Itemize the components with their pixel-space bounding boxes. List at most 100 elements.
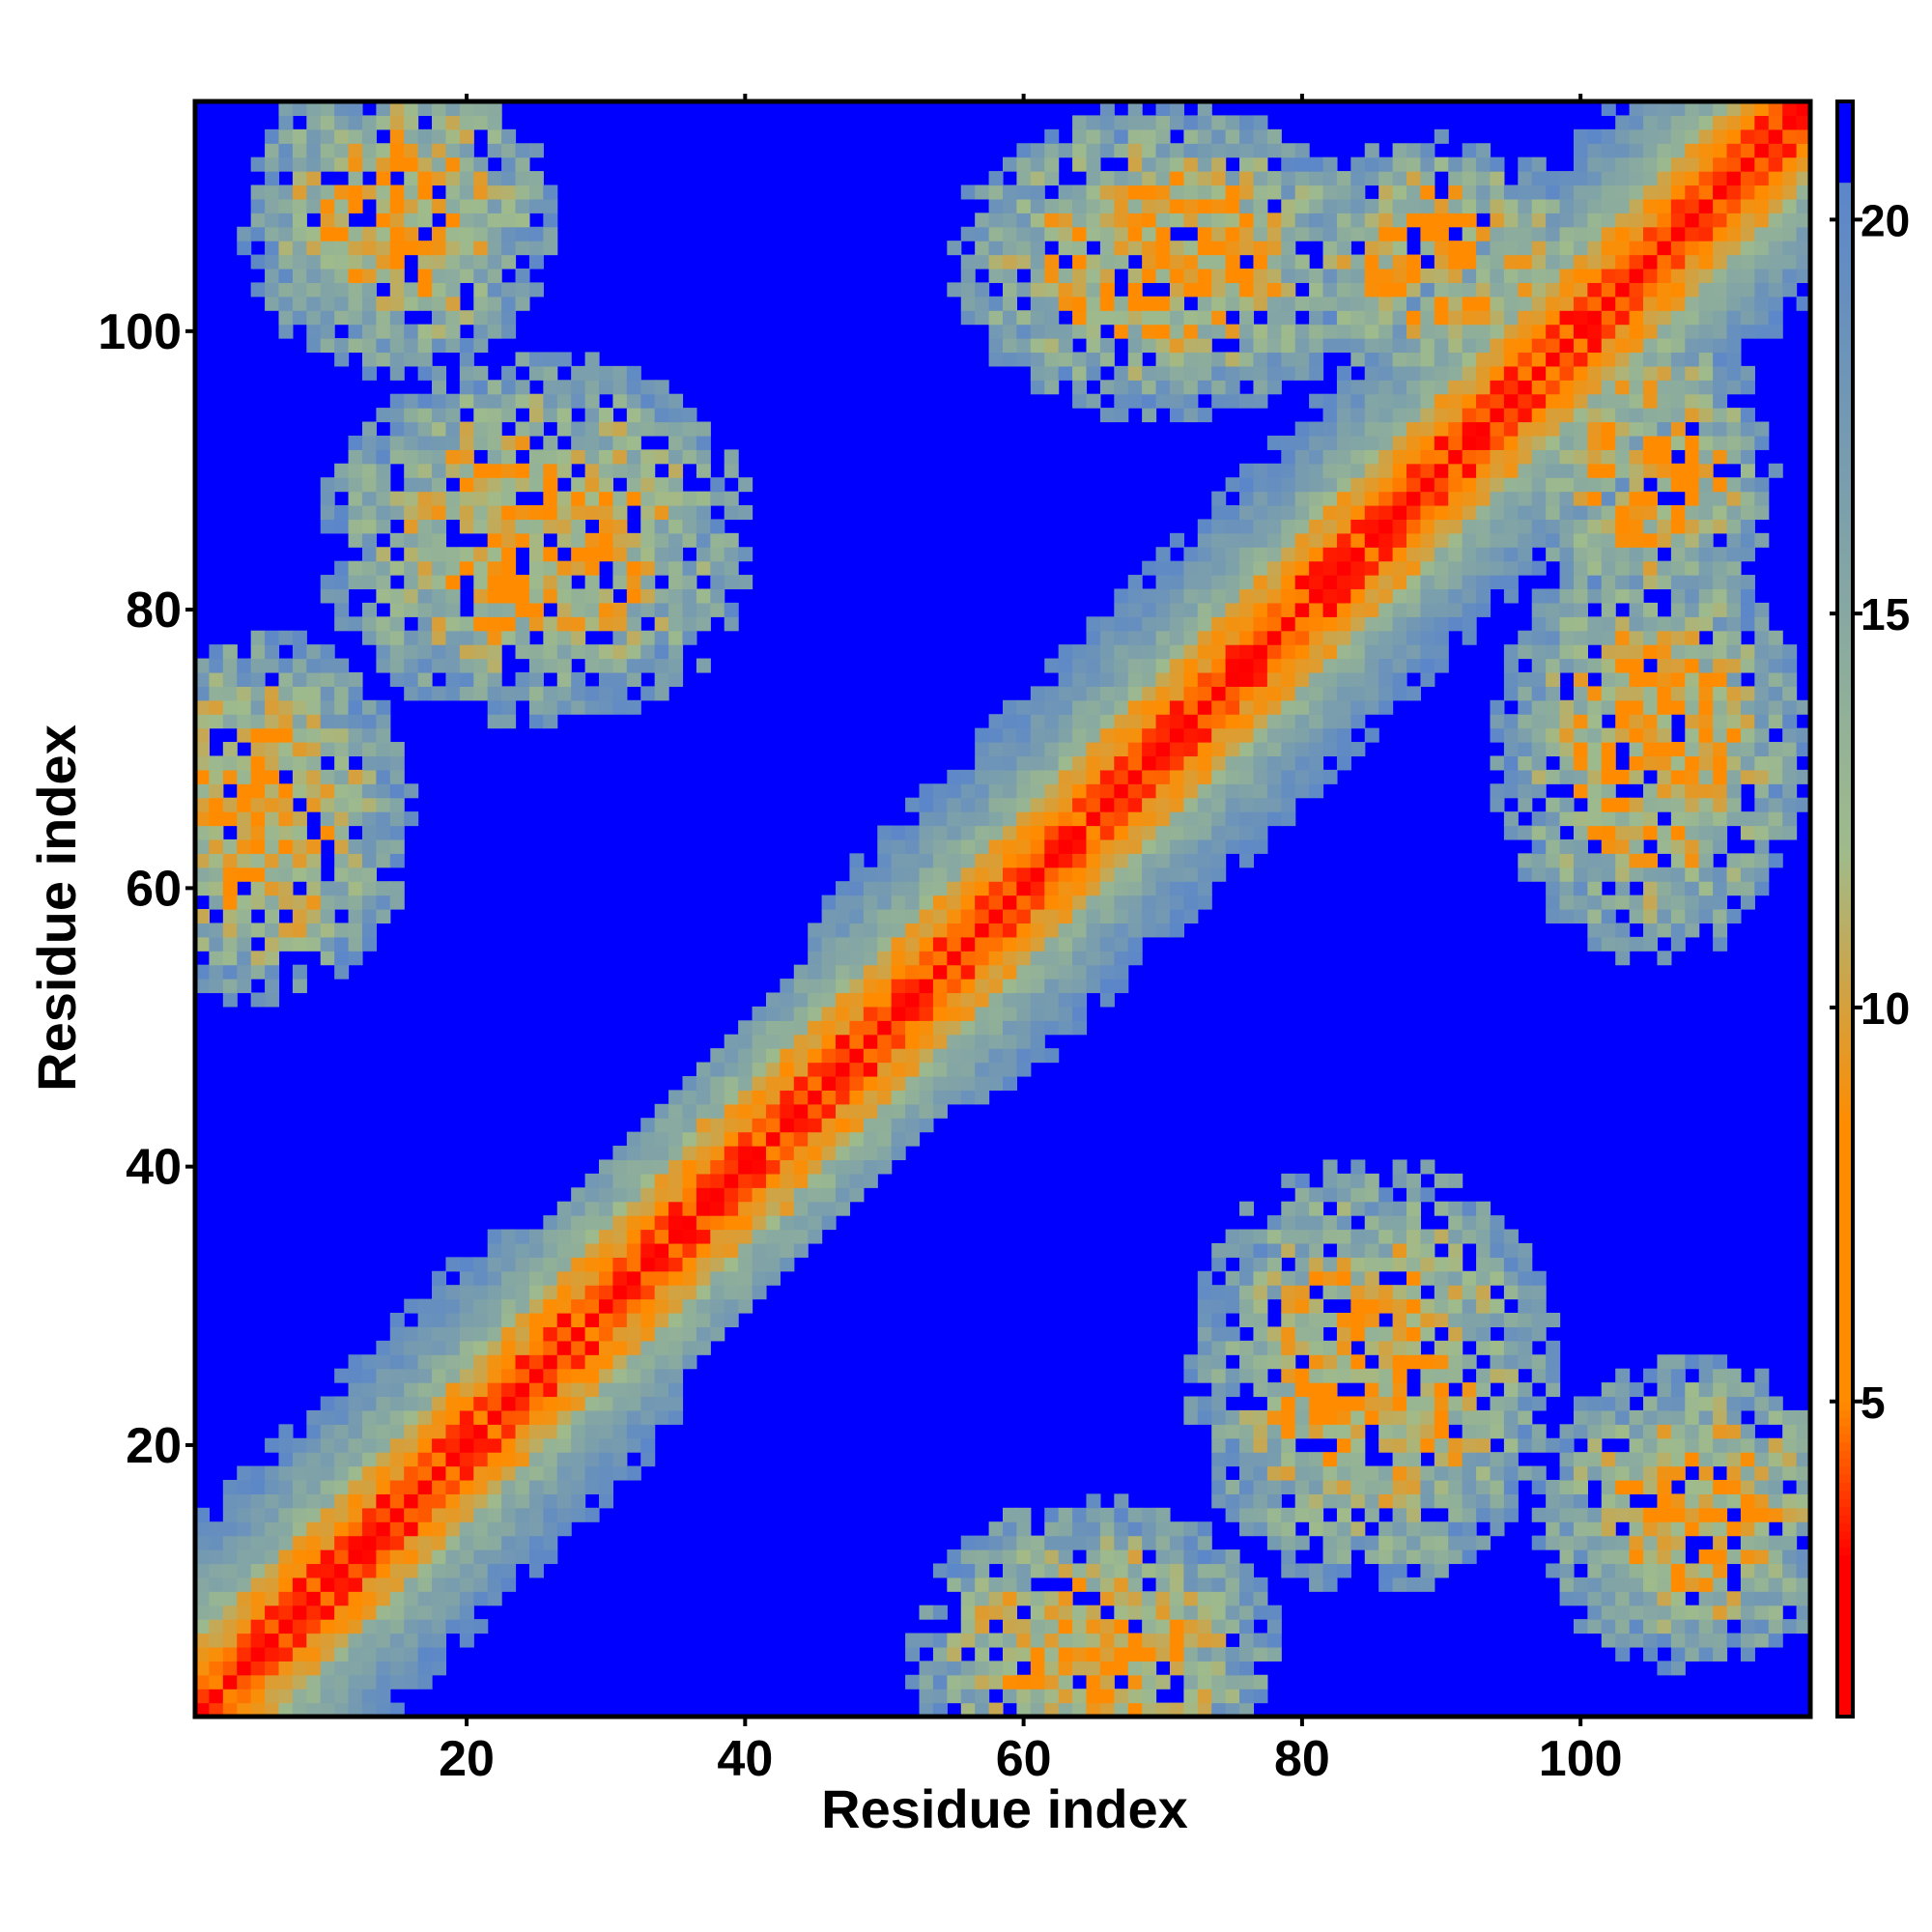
heatmap-cell [1253,1507,1268,1522]
heatmap-cell [1239,547,1255,562]
heatmap-cell [1392,449,1407,465]
heatmap-cell [1183,742,1199,757]
heatmap-cell [389,853,405,868]
heatmap-cell [1239,699,1255,715]
heatmap-cell [1392,575,1407,590]
heatmap-cell [445,296,461,311]
heatmap-cell [988,1535,1004,1550]
heatmap-cell [1336,1201,1351,1216]
heatmap-cell [1030,1563,1045,1578]
heatmap-cell [988,909,1004,924]
heatmap-cell [515,588,530,604]
heatmap-cell [445,1479,461,1494]
heatmap-cell [306,1661,322,1676]
heatmap-cell [1127,699,1143,715]
heatmap-cell [1350,156,1366,172]
heatmap-cell [682,602,697,617]
heatmap-cell [724,1173,739,1188]
heatmap-cell [1503,408,1519,423]
heatmap-cell [361,867,377,882]
heatmap-cell [821,1048,837,1064]
heatmap-cell [612,1452,628,1467]
heatmap-cell [222,1674,238,1690]
heatmap-cell [1294,1326,1310,1342]
heatmap-cell [445,156,461,172]
heatmap-cell [863,881,878,896]
heatmap-cell [376,811,391,827]
heatmap-cell [376,226,391,242]
heatmap-cell [250,1661,266,1676]
heatmap-cell [975,992,990,1008]
heatmap-cell [1266,213,1282,228]
heatmap-cell [459,213,474,228]
heatmap-cell [1072,714,1088,729]
heatmap-cell [1420,1298,1435,1314]
heatmap-cell [1058,923,1073,938]
heatmap-cell [1058,755,1073,771]
heatmap-cell [515,686,530,701]
heatmap-cell [1239,198,1255,213]
heatmap-cell [1030,1048,1045,1064]
heatmap-cell [237,951,252,966]
heatmap-cell [361,1396,377,1411]
heatmap-cell [348,1549,363,1565]
heatmap-cell [1294,1563,1310,1578]
heatmap-cell [348,477,363,493]
heatmap-cell [571,1368,586,1383]
heatmap-cell [320,213,335,228]
heatmap-cell [432,1382,447,1398]
heatmap-cell [1336,686,1351,701]
heatmap-cell [668,1201,684,1216]
heatmap-cell [1364,491,1379,506]
heatmap-cell [1392,1396,1407,1411]
heatmap-cell [292,979,307,994]
heatmap-cell [306,1479,322,1494]
heatmap-cell [543,1326,558,1342]
heatmap-cell [1155,352,1171,367]
heatmap-cell [1266,1229,1282,1244]
heatmap-cell [1503,226,1519,242]
heatmap-cell [905,1118,921,1133]
heatmap-cell [599,1187,614,1203]
heatmap-cell [1322,1452,1338,1467]
heatmap-cell [1197,699,1212,715]
heatmap-cell [459,1452,474,1467]
heatmap-cell [237,1507,252,1522]
heatmap-cell [389,1661,405,1676]
heatmap-cell [320,491,335,506]
heatmap-cell [195,1507,211,1522]
heatmap-cell [584,1298,600,1314]
heatmap-cell [1197,198,1212,213]
heatmap-cell [1099,1535,1115,1550]
heatmap-cell [1336,491,1351,506]
heatmap-cell [1336,185,1351,200]
heatmap-cell [361,1577,377,1592]
heatmap-cell [445,658,461,673]
heatmap-cell [556,686,572,701]
heatmap-cell [1364,519,1379,534]
heatmap-cell [1309,1424,1324,1439]
heatmap-cell [1490,185,1505,200]
heatmap-cell [1183,616,1199,632]
heatmap-cell [487,241,502,256]
heatmap-cell [696,435,711,450]
heatmap-cell [988,797,1004,812]
heatmap-cell [1030,226,1045,242]
heatmap-cell [334,241,350,256]
heatmap-cell [1309,393,1324,409]
heatmap-cell [1476,185,1492,200]
heatmap-cell [348,1605,363,1620]
heatmap-cell [473,1313,489,1328]
heatmap-cell [682,1326,697,1342]
heatmap-cell [1462,156,1477,172]
heatmap-cell [571,505,586,521]
heatmap-cell [1225,1605,1240,1620]
heatmap-cell [278,1424,294,1439]
heatmap-cell [250,1563,266,1578]
heatmap-cell [389,268,405,283]
heatmap-cell [1058,895,1073,910]
heatmap-cell [1309,1270,1324,1286]
heatmap-cell [1294,602,1310,617]
heatmap-cell [1322,282,1338,298]
heatmap-cell [1434,1549,1449,1565]
